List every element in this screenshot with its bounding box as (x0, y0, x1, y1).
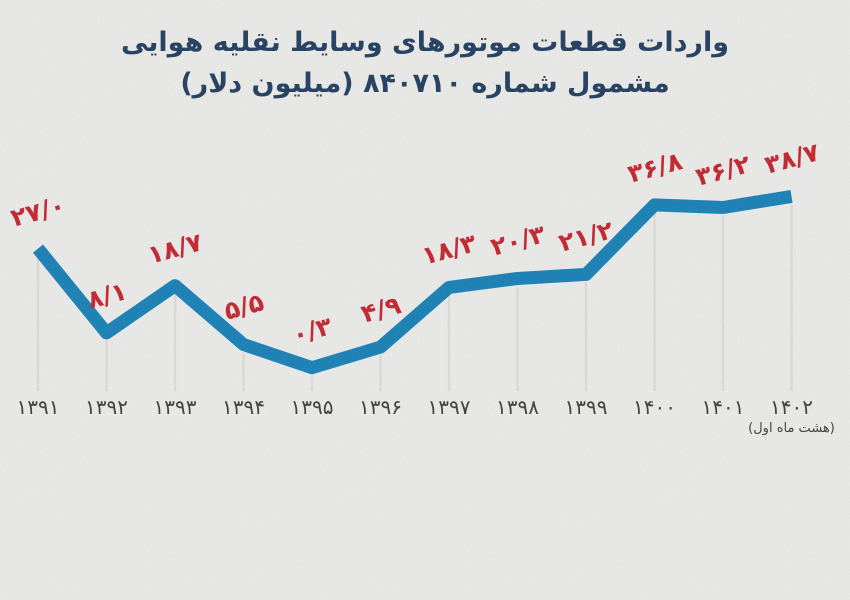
x-axis-label: ۱۳۹۵ (290, 395, 334, 419)
x-axis-label: ۱۳۹۳ (153, 395, 197, 419)
chart-title: واردات قطعات موتورهای وسایط نقلیه هوایی … (0, 22, 850, 104)
x-axis-label: ۱۳۹۲ (85, 395, 128, 419)
x-axis-label: ۱۳۹۸ (496, 395, 539, 419)
trend-line (32, 189, 793, 375)
x-axis-label: ۱۳۹۷ (427, 395, 471, 419)
x-axis-label: ۱۳۹۴ (222, 395, 265, 419)
x-axis-label: ۱۳۹۱ (16, 395, 60, 419)
x-axis-label: ۱۳۹۶ (359, 395, 402, 419)
x-axis-label: ۱۴۰۱ (701, 395, 745, 419)
x-axis-note: (هشت ماه اول) (748, 421, 835, 436)
x-axis-label: ۱۴۰۲ (770, 395, 813, 419)
x-axis-label: ۱۳۹۹ (564, 395, 608, 419)
chart-title-line2: مشمول شماره ۸۴۰۷۱۰ (میلیون دلار) (180, 68, 670, 99)
chart-title-line1: واردات قطعات موتورهای وسایط نقلیه هوایی (120, 27, 730, 58)
x-axis-label: ۱۴۰۰ (633, 395, 676, 419)
